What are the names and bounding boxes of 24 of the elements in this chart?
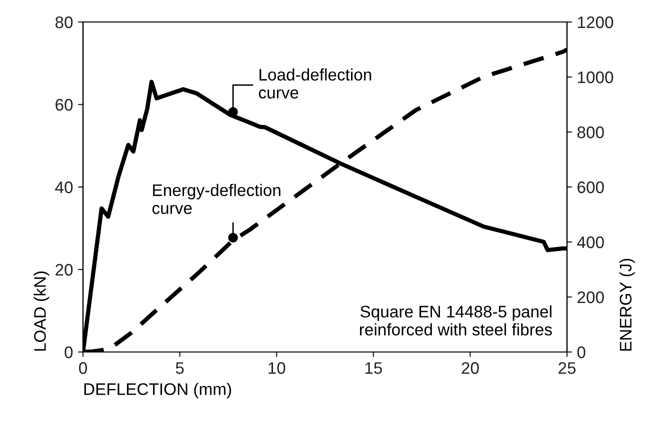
y2-tick-label: 800 — [577, 126, 604, 138]
y-tick-label: 0 — [64, 346, 73, 358]
annotation: Square EN 14488-5 panel reinforced with steel fibres — [360, 305, 552, 336]
x-tick-label: 0 — [79, 362, 87, 374]
x-tick-label: 10 — [268, 362, 286, 374]
y2-tick-label: 200 — [578, 291, 604, 304]
y-axis-title: LOAD (kN) — [34, 272, 50, 351]
y2-tick-label: 400 — [577, 236, 604, 248]
x-tick-label: 20 — [462, 362, 479, 374]
x-tick-label: 5 — [176, 362, 184, 374]
y-tick-label: 80 — [55, 16, 73, 28]
y2-tick-label: 0 — [577, 346, 586, 358]
y2-tick-label: 600 — [578, 181, 604, 194]
y-tick-label: 20 — [56, 264, 73, 276]
x-axis-title: DEFLECTION (mm) — [84, 382, 232, 398]
y2-tick-label: 1200 — [578, 16, 614, 28]
annotation: Energy-deflection curve — [152, 184, 280, 214]
annotation: Load-deflection curve — [258, 68, 372, 99]
y-tick-label: 40 — [55, 181, 73, 194]
x-tick-label: 15 — [365, 362, 382, 374]
y2-tick-label: 1000 — [578, 71, 614, 84]
y2-axis-title: ENERGY (J) — [619, 258, 635, 351]
x-tick-label: 25 — [558, 362, 576, 374]
y-tick-label: 60 — [56, 98, 73, 111]
